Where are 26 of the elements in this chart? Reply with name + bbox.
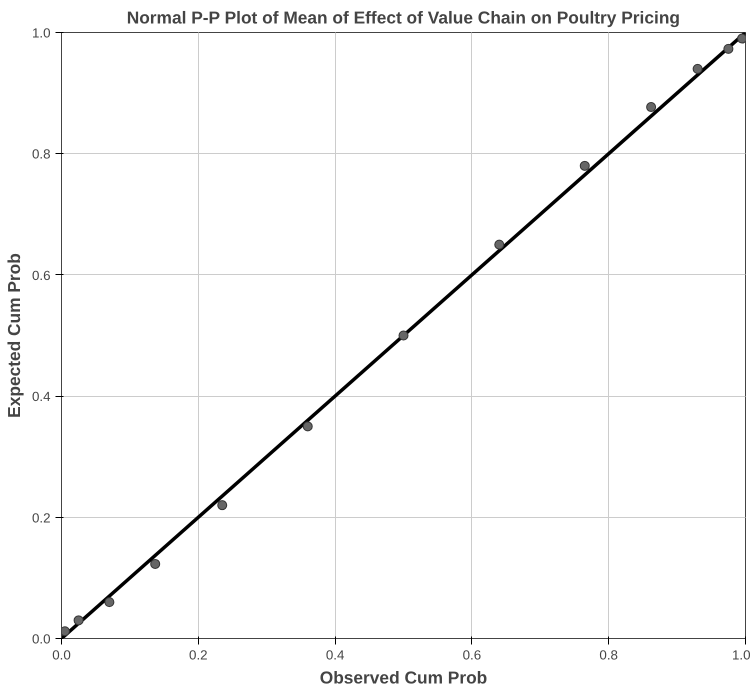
point — [104, 597, 114, 608]
point — [580, 160, 590, 171]
point — [217, 500, 228, 510]
y-tick-label: 0.6 — [32, 268, 51, 283]
x-axis-title: Observed Cum Prob — [320, 668, 488, 688]
x-tick-label: 0.8 — [599, 648, 618, 662]
y-axis-title: Expected Cum Prob — [4, 253, 24, 418]
point — [398, 330, 408, 340]
y-tick-label: 1.0 — [32, 26, 51, 40]
point — [150, 558, 160, 569]
chart-title: Normal P-P Plot of Mean of Effect of Value Chain on Poultry Pricing — [126, 8, 680, 28]
x-tick-label: 0.6 — [462, 648, 482, 662]
point — [646, 102, 656, 112]
point — [494, 240, 504, 250]
y-tick-label: 0.2 — [32, 510, 51, 526]
point — [74, 615, 84, 626]
x-tick-label: 0.2 — [189, 648, 208, 662]
point — [723, 44, 734, 54]
x-tick-label: 1.0 — [732, 648, 751, 662]
y-tick-label: 0.0 — [32, 632, 51, 646]
point — [302, 421, 313, 432]
y-tick-label: 0.4 — [32, 389, 52, 404]
x-tick-label: 0.0 — [52, 648, 71, 662]
point — [692, 64, 703, 74]
y-tick-label: 0.8 — [32, 146, 51, 162]
x-tick-label: 0.4 — [326, 648, 345, 662]
